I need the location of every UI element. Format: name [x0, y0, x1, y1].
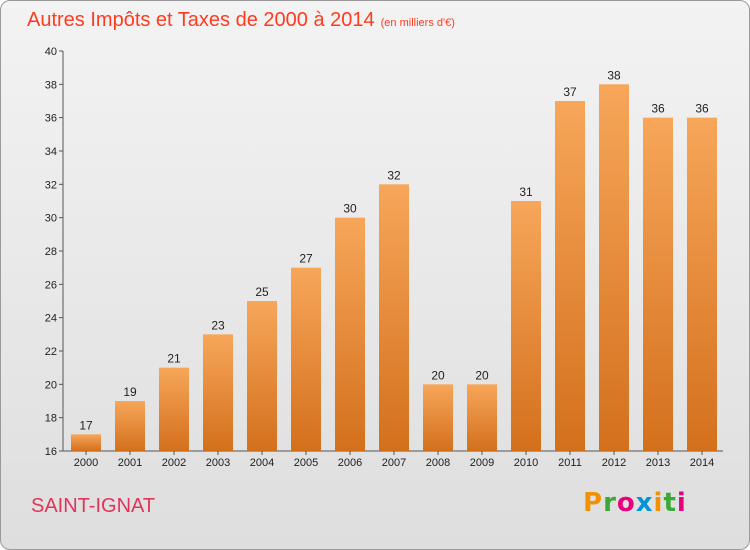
x-tick-label-2000: 2000: [74, 457, 98, 469]
logo-letter: i: [676, 488, 687, 518]
x-tick-label-2004: 2004: [250, 457, 274, 469]
chart-title-unit: (en milliers d'€): [380, 17, 455, 29]
bar-2009: [467, 384, 497, 451]
value-label-2009: 20: [475, 368, 489, 382]
logo-letter: i: [653, 488, 664, 518]
bar-2014: [687, 117, 717, 452]
value-label-2002: 21: [167, 352, 181, 366]
chart-title-main: Autres Impôts et Taxes de 2000 à 2014: [27, 9, 375, 31]
x-tick-label-2009: 2009: [470, 457, 494, 469]
x-tick-label-2012: 2012: [602, 457, 626, 469]
bar-2004: [247, 301, 277, 451]
bar-2001: [115, 401, 145, 451]
logo-letter: t: [663, 488, 677, 518]
x-tick-label-2007: 2007: [382, 457, 406, 469]
x-tick-label-2003: 2003: [206, 457, 230, 469]
commune-name: SAINT-IGNAT: [31, 495, 156, 517]
y-tick-label: 40: [45, 46, 57, 58]
proxiti-logo: Proxiti: [583, 488, 687, 518]
logo-letter: x: [635, 488, 654, 518]
bar-2003: [203, 334, 233, 451]
value-label-2006: 30: [343, 202, 357, 216]
value-label-2007: 32: [387, 168, 401, 182]
value-label-2003: 23: [211, 318, 225, 332]
bar-2005: [291, 267, 321, 451]
bar-2006: [335, 217, 365, 451]
bar-2013: [643, 117, 673, 452]
x-tick-label-2008: 2008: [426, 457, 450, 469]
x-tick-label-2011: 2011: [558, 457, 582, 469]
y-tick-label: 22: [45, 346, 57, 358]
y-tick-label: 36: [45, 113, 57, 125]
chart-title: Autres Impôts et Taxes de 2000 à 2014 (en…: [27, 9, 455, 32]
y-tick-label: 30: [45, 213, 57, 225]
logo-letter: P: [583, 488, 604, 518]
y-tick-label: 16: [45, 446, 57, 458]
bar-2002: [159, 367, 189, 451]
x-tick-label-2010: 2010: [514, 457, 538, 469]
logo-letter: r: [603, 488, 617, 518]
y-tick-label: 28: [45, 246, 57, 258]
y-tick-label: 18: [45, 413, 57, 425]
value-label-2014: 36: [695, 102, 709, 116]
x-tick-label-2002: 2002: [162, 457, 186, 469]
bar-2007: [379, 184, 409, 452]
bars: [71, 84, 717, 452]
value-label-2004: 25: [255, 285, 269, 299]
x-tick-label-2001: 2001: [118, 457, 142, 469]
bar-2000: [71, 434, 101, 451]
value-label-2005: 27: [299, 252, 313, 266]
y-tick-label: 34: [45, 146, 57, 158]
bar-2012: [599, 84, 629, 451]
x-tick-label-2014: 2014: [690, 457, 714, 469]
x-tick-label-2006: 2006: [338, 457, 362, 469]
value-label-2011: 37: [563, 85, 577, 99]
x-tick-label-2013: 2013: [646, 457, 670, 469]
value-label-2008: 20: [431, 368, 445, 382]
logo-letter: o: [616, 488, 636, 518]
bar-2011: [555, 101, 585, 451]
y-tick-label: 24: [45, 313, 57, 325]
value-label-2000: 17: [79, 418, 93, 432]
bar-2010: [511, 201, 541, 451]
bar-2008: [423, 384, 453, 451]
value-label-2001: 19: [123, 385, 137, 399]
y-tick-label: 20: [45, 379, 57, 391]
x-tick-label-2005: 2005: [294, 457, 318, 469]
y-tick-label: 26: [45, 279, 57, 291]
value-label-2010: 31: [519, 185, 533, 199]
value-labels: 17 19 21 23 25 27 30 32 20 20 31 37 38 36 36: [79, 68, 709, 432]
y-tick-label: 38: [45, 79, 57, 91]
y-tick-label: 32: [45, 179, 57, 191]
value-label-2012: 38: [607, 68, 621, 82]
value-label-2013: 36: [651, 102, 665, 116]
